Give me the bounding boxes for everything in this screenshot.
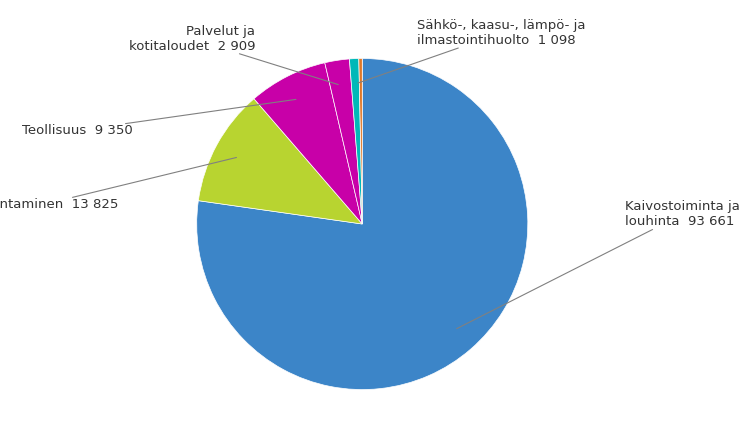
Text: Teollisuus  9 350: Teollisuus 9 350 <box>22 99 296 137</box>
Wedge shape <box>199 99 362 224</box>
Wedge shape <box>254 63 362 224</box>
Text: Palvelut ja
kotitaloudet  2 909: Palvelut ja kotitaloudet 2 909 <box>129 25 339 85</box>
Text: Rakentaminen  13 825: Rakentaminen 13 825 <box>0 157 237 211</box>
Text: Kaivostoiminta ja
louhinta  93 661: Kaivostoiminta ja louhinta 93 661 <box>457 200 740 329</box>
Wedge shape <box>196 58 527 390</box>
Wedge shape <box>359 58 362 224</box>
Wedge shape <box>325 59 362 224</box>
Wedge shape <box>350 59 362 224</box>
Text: Sähkö-, kaasu-, lämpö- ja
ilmastointihuolto  1 098: Sähkö-, kaasu-, lämpö- ja ilmastointihuo… <box>358 19 586 83</box>
